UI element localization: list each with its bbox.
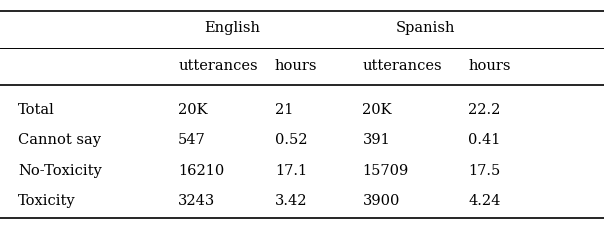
Text: 22.2: 22.2 xyxy=(468,103,501,117)
Text: Toxicity: Toxicity xyxy=(18,194,76,208)
Text: 0.52: 0.52 xyxy=(275,133,307,147)
Text: hours: hours xyxy=(275,58,317,73)
Text: 16210: 16210 xyxy=(178,164,225,178)
Text: utterances: utterances xyxy=(178,58,258,73)
Text: 21: 21 xyxy=(275,103,293,117)
Text: 0.41: 0.41 xyxy=(468,133,501,147)
Text: 17.1: 17.1 xyxy=(275,164,307,178)
Text: Spanish: Spanish xyxy=(396,21,455,35)
Text: 15709: 15709 xyxy=(362,164,409,178)
Text: 17.5: 17.5 xyxy=(468,164,500,178)
Text: Total: Total xyxy=(18,103,55,117)
Text: 547: 547 xyxy=(178,133,206,147)
Text: Cannot say: Cannot say xyxy=(18,133,101,147)
Text: 391: 391 xyxy=(362,133,390,147)
Text: 20K: 20K xyxy=(362,103,392,117)
Text: 3243: 3243 xyxy=(178,194,216,208)
Text: 4.24: 4.24 xyxy=(468,194,501,208)
Text: 3.42: 3.42 xyxy=(275,194,307,208)
Text: English: English xyxy=(205,21,260,35)
Text: No-Toxicity: No-Toxicity xyxy=(18,164,102,178)
Text: 20K: 20K xyxy=(178,103,208,117)
Text: 3900: 3900 xyxy=(362,194,400,208)
Text: utterances: utterances xyxy=(362,58,442,73)
Text: hours: hours xyxy=(468,58,510,73)
